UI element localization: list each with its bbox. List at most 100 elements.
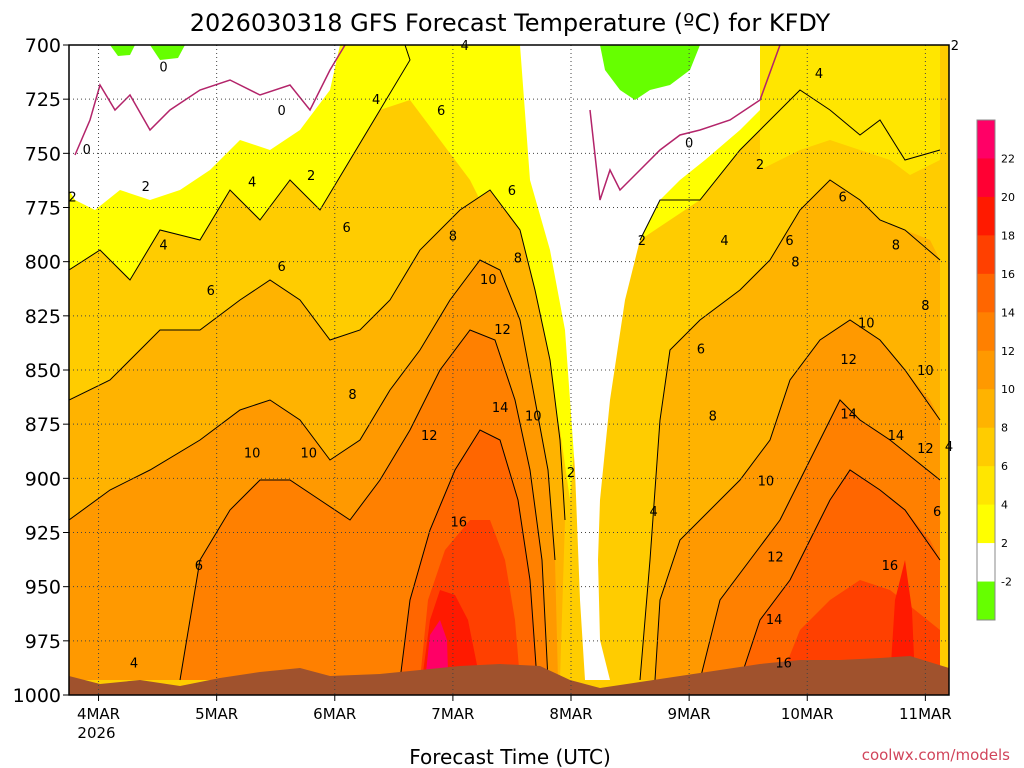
- temp-band-below-neg2-small: [110, 45, 135, 56]
- legend-label: 18: [1001, 229, 1015, 242]
- contour-label: 6: [839, 191, 847, 206]
- y-tick-label: 975: [25, 631, 61, 653]
- contour-line: [69, 189, 566, 521]
- contour-line: [639, 89, 941, 241]
- contour-label: 0: [685, 137, 693, 152]
- contour-line: [69, 259, 556, 561]
- y-tick-label: 925: [25, 523, 61, 545]
- contour-label: 8: [348, 388, 356, 403]
- contour-label: 2: [142, 180, 150, 195]
- contour-label: 6: [277, 260, 285, 275]
- x-tick-label: 5MAR: [195, 705, 238, 723]
- legend-label: 2: [1001, 537, 1008, 550]
- legend-swatch: [977, 235, 995, 275]
- plot-area: [69, 45, 949, 695]
- temp-band-second-18to20: [890, 560, 915, 680]
- contour-label: 8: [514, 251, 522, 266]
- contour-label: 6: [697, 342, 705, 357]
- contour-label: 6: [195, 559, 203, 574]
- legend-swatch: [977, 581, 995, 621]
- contour-label: 16: [882, 559, 899, 574]
- contour-label: 0: [159, 61, 167, 76]
- y-tick-label: 825: [25, 306, 61, 328]
- contour-label: 4: [130, 657, 138, 672]
- legend-label: 4: [1001, 499, 1008, 512]
- contour-label: 6: [933, 505, 941, 520]
- legend-label: 6: [1001, 460, 1008, 473]
- terrain: [69, 656, 949, 695]
- legend-swatch: [977, 120, 995, 159]
- x-tick-label: 6MAR: [313, 705, 356, 723]
- temp-band-neg2to2-b: [520, 45, 780, 680]
- legend-label: 22: [1001, 152, 1015, 165]
- y-tick-label: 950: [25, 577, 61, 599]
- legend-swatch: [977, 158, 995, 198]
- contour-label: 10: [758, 475, 775, 490]
- chart-title: 2026030318 GFS Forecast Temperature (ºC)…: [190, 9, 831, 37]
- contour-labels: 2 0 0 0 2 2 4 4 4 4 6 6 6 6 6 8 8 8 10 10 10 10 12 12 14 16 2 4 2 0 2 4…: [68, 39, 959, 672]
- contour-label: 2: [68, 191, 76, 206]
- legend-label: 20: [1001, 191, 1015, 204]
- contour-label: 4: [461, 39, 469, 54]
- contour-label: 16: [451, 516, 468, 531]
- legend-label: 12: [1001, 345, 1015, 358]
- y-tick-label: 725: [25, 89, 61, 111]
- legend-swatch: [977, 504, 995, 544]
- zero-isotherm: [74, 45, 781, 201]
- legend-label: 10: [1001, 383, 1015, 396]
- legend-label: -2: [1001, 576, 1012, 589]
- grid: [69, 45, 949, 695]
- x-tick-sublabel: 2026: [77, 724, 115, 742]
- contour-label: 6: [508, 184, 516, 199]
- y-tick-label: 1000: [13, 685, 61, 707]
- contour-label: 6: [342, 221, 350, 236]
- contour-label: 10: [480, 273, 497, 288]
- x-tick-label: 4MAR: [77, 705, 120, 723]
- contour-label: 2: [756, 158, 764, 173]
- contour-label: 10: [858, 316, 875, 331]
- contour-label: 0: [83, 143, 91, 158]
- contour-line: [179, 329, 549, 681]
- contour-label: 10: [525, 410, 542, 425]
- zero-line: [589, 45, 781, 201]
- legend-swatch: [977, 466, 995, 506]
- contour-label: 6: [437, 104, 445, 119]
- legend-swatch: [977, 196, 995, 236]
- legend-label: 14: [1001, 306, 1015, 319]
- contour-label: 12: [840, 353, 857, 368]
- contour-label: 8: [921, 299, 929, 314]
- contour-label: 12: [767, 550, 784, 565]
- contour-label: 0: [277, 104, 285, 119]
- y-tick-label: 875: [25, 414, 61, 436]
- contour-label: 8: [791, 256, 799, 271]
- temp-band-below-neg2-small-2: [150, 45, 185, 60]
- contour-label: 12: [421, 429, 438, 444]
- contour-label: 14: [888, 429, 905, 444]
- x-tick-label: 8MAR: [549, 705, 592, 723]
- contour-label: 16: [775, 657, 792, 672]
- x-tick-label: 10MAR: [781, 705, 834, 723]
- contour-label: 2: [307, 169, 315, 184]
- temp-band-2to4: [69, 45, 940, 500]
- contour-label: 14: [840, 407, 857, 422]
- legend-swatch: [977, 350, 995, 390]
- legend-label: 16: [1001, 268, 1015, 281]
- y-tick-label: 775: [25, 198, 61, 220]
- contour-label: 4: [720, 234, 728, 249]
- contour-label: 12: [917, 442, 934, 457]
- contour-label: 4: [159, 238, 167, 253]
- y-tick-label: 800: [25, 252, 61, 274]
- legend-swatch: [977, 312, 995, 352]
- zero-line: [74, 45, 346, 156]
- credit-text: coolwx.com/models: [862, 746, 1010, 764]
- legend-frame: [976, 119, 996, 621]
- x-tick-label: 11MAR: [899, 705, 952, 723]
- y-tick-label: 700: [25, 35, 61, 57]
- contour-line: [699, 399, 941, 681]
- y-tick-label: 900: [25, 468, 61, 490]
- contour-label: 8: [709, 410, 717, 425]
- contour-line: [399, 429, 538, 681]
- y-tick-label: 850: [25, 360, 61, 382]
